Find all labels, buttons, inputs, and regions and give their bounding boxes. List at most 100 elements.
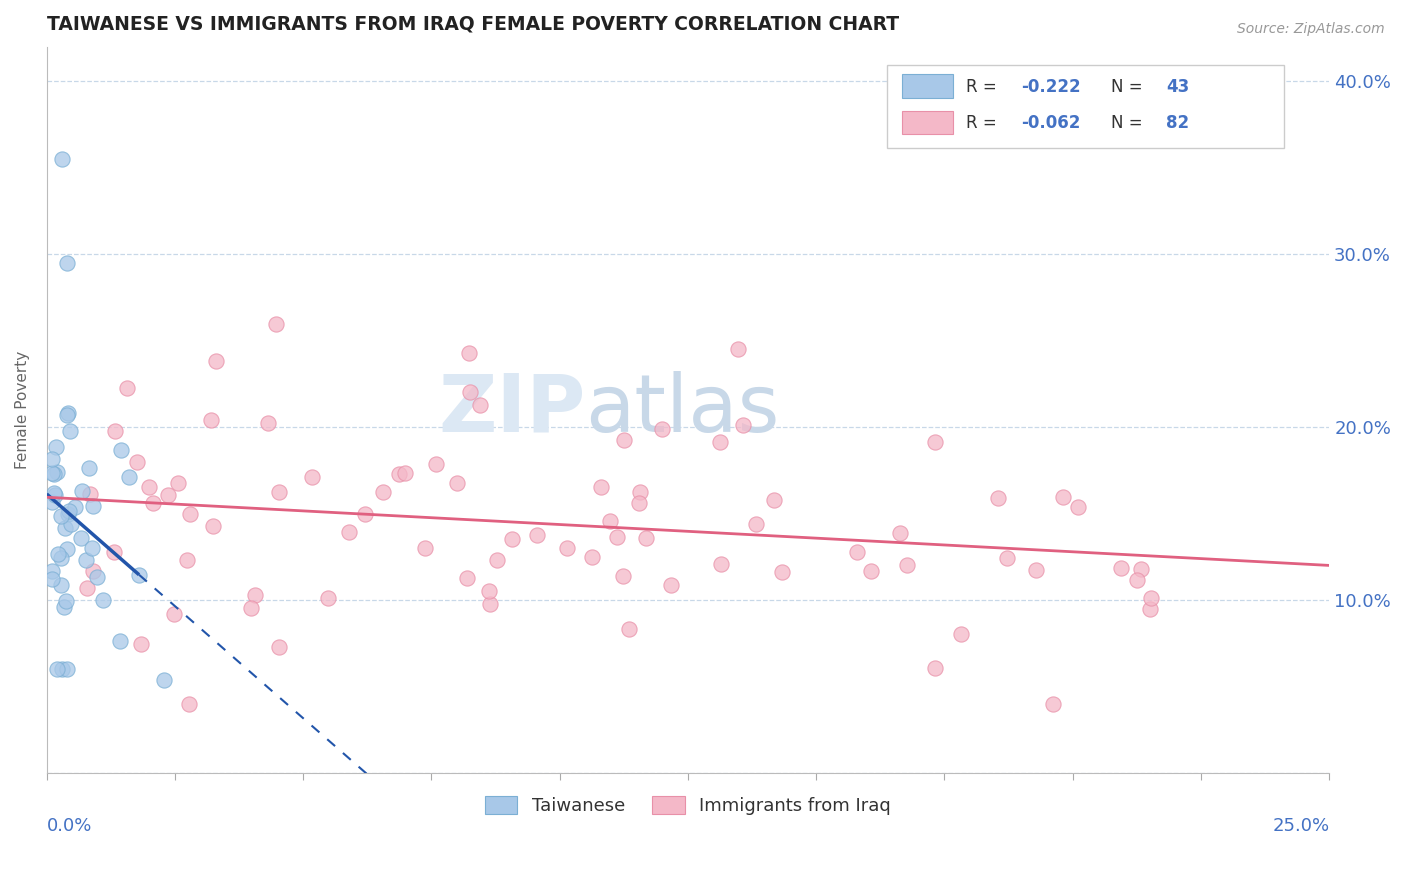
Point (200, 412, 222, 426)
Point (581, 550, 603, 565)
Point (56, 406, 79, 420)
Point (478, 597, 501, 611)
Point (204, 354, 226, 368)
Point (458, 346, 481, 360)
Point (110, 442, 132, 457)
Point (1052, 490, 1074, 504)
Point (1042, 697, 1064, 711)
Point (75, 553, 97, 567)
Point (45, 440, 67, 454)
Point (103, 544, 125, 558)
Point (846, 545, 869, 559)
Point (240, 600, 263, 615)
Point (599, 514, 621, 528)
Text: ZIP: ZIP (439, 371, 585, 449)
Point (82, 564, 104, 578)
Point (153, 673, 176, 688)
Point (1139, 602, 1161, 616)
Point (371, 485, 394, 500)
Point (557, 541, 579, 556)
Point (731, 417, 754, 432)
Point (58, 504, 80, 518)
Point (55, 594, 77, 608)
Point (446, 475, 468, 490)
Point (659, 578, 682, 592)
Text: Source: ZipAtlas.com: Source: ZipAtlas.com (1237, 22, 1385, 37)
Point (41, 495, 63, 509)
Point (896, 558, 918, 572)
Text: -0.062: -0.062 (1021, 114, 1081, 132)
Point (41, 466, 63, 480)
Point (56, 409, 79, 423)
Point (526, 528, 548, 542)
Point (619, 622, 641, 636)
Point (60, 517, 83, 532)
Point (744, 516, 766, 531)
Point (456, 571, 478, 585)
Point (42, 467, 65, 481)
Point (142, 496, 165, 510)
Point (860, 564, 883, 578)
Point (125, 454, 148, 468)
Point (337, 524, 360, 539)
Point (79, 486, 101, 500)
Point (264, 317, 287, 331)
FancyBboxPatch shape (903, 111, 953, 134)
Point (501, 532, 523, 546)
Text: 82: 82 (1167, 114, 1189, 132)
Point (138, 480, 160, 494)
Point (41, 452, 63, 467)
Point (301, 470, 323, 484)
Point (157, 488, 180, 502)
Text: TAIWANESE VS IMMIGRANTS FROM IRAQ FEMALE POVERTY CORRELATION CHART: TAIWANESE VS IMMIGRANTS FROM IRAQ FEMALE… (46, 15, 898, 34)
Point (179, 697, 201, 711)
Point (91, 592, 114, 607)
Point (69, 532, 91, 546)
Y-axis label: Female Poverty: Female Poverty (15, 351, 30, 469)
Point (53, 521, 76, 535)
Point (104, 424, 127, 438)
Point (46, 465, 69, 479)
Point (606, 530, 628, 544)
Point (1067, 500, 1090, 514)
Point (388, 467, 411, 481)
Point (269, 640, 291, 654)
Point (46, 547, 69, 561)
Text: atlas: atlas (585, 371, 780, 449)
Point (425, 457, 447, 471)
Point (49, 550, 72, 565)
Point (59, 425, 82, 439)
Text: 25.0%: 25.0% (1272, 817, 1329, 835)
Point (44, 488, 66, 502)
Point (949, 627, 972, 641)
Point (354, 507, 377, 521)
FancyBboxPatch shape (903, 74, 953, 97)
Point (458, 385, 481, 400)
Point (41, 564, 63, 578)
Point (995, 550, 1018, 565)
Point (243, 588, 266, 602)
Point (82, 500, 104, 514)
Point (651, 422, 673, 436)
Point (56, 256, 79, 270)
Point (709, 435, 731, 450)
Point (1129, 562, 1152, 576)
Point (1025, 563, 1047, 577)
Point (987, 491, 1010, 506)
Text: R =: R = (966, 114, 1002, 132)
Point (1126, 573, 1149, 587)
Point (56, 507, 79, 521)
Legend: Taiwanese, Immigrants from Iraq: Taiwanese, Immigrants from Iraq (478, 789, 898, 822)
Text: 43: 43 (1167, 78, 1189, 95)
Point (70, 483, 93, 498)
Point (628, 484, 651, 499)
Point (1109, 561, 1132, 575)
Point (76, 581, 98, 595)
Point (478, 583, 501, 598)
Point (628, 496, 651, 510)
Point (49, 508, 72, 523)
Point (86, 570, 108, 584)
Point (924, 660, 946, 674)
Point (634, 531, 657, 545)
Point (80, 541, 103, 555)
